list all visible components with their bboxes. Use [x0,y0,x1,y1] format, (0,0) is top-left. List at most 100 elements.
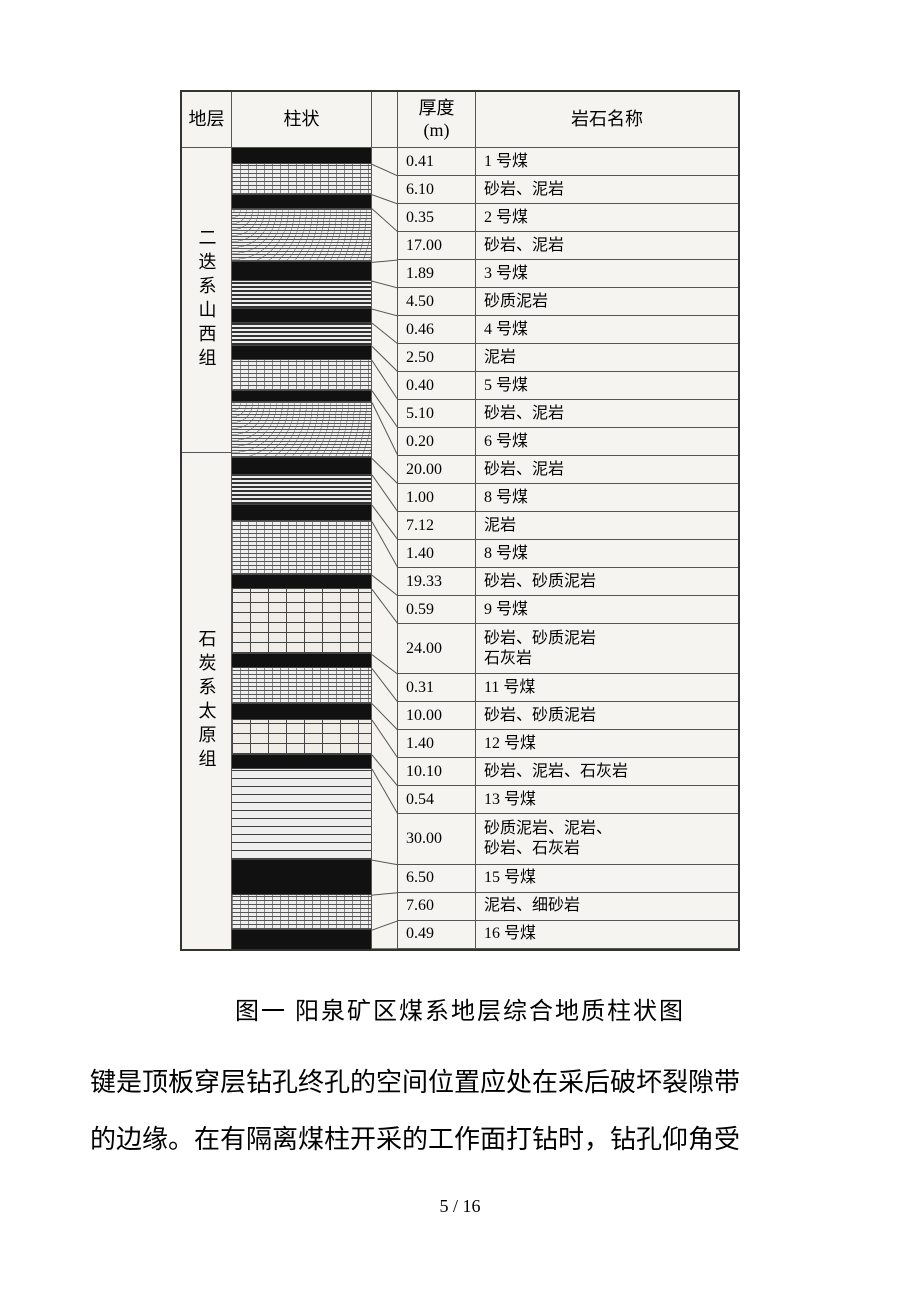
thickness-cell: 0.59 [398,596,475,624]
thickness-cell: 0.54 [398,786,475,814]
hdr-stratum: 地层 [182,92,231,148]
thickness-cell: 24.00 [398,624,475,674]
thickness-cell: 1.89 [398,260,475,288]
rockname-cell: 6 号煤 [476,428,738,456]
hdr-thickness: 厚度 (m) [398,92,475,148]
thickness-cell: 1.40 [398,730,475,758]
lith-block [232,209,371,263]
lith-block [232,720,371,755]
thickness-cell: 17.00 [398,232,475,260]
lith-block [232,668,371,703]
lith-block [232,262,371,281]
rockname-cell: 砂岩、泥岩 [476,456,738,484]
lith-block [232,309,371,323]
thickness-cell: 6.10 [398,176,475,204]
rockname-cell: 16 号煤 [476,921,738,949]
col-thickness: 厚度 (m) 0.416.100.3517.001.894.500.462.50… [398,92,476,949]
tie-lines [372,148,398,949]
rockname-cell: 5 号煤 [476,372,738,400]
rockname-cell: 砂岩、砂质泥岩 [476,568,738,596]
rockname-cell: 2 号煤 [476,204,738,232]
col-lithology: 柱状 [232,92,372,949]
thickness-cell: 5.10 [398,400,475,428]
lith-block [232,402,371,458]
body-text: 键是顶板穿层钻孔终孔的空间位置应处在采后破坏裂隙带 的边缘。在有隔离煤柱开采的工… [70,1054,850,1168]
thickness-cell: 6.50 [398,865,475,893]
thickness-cell: 4.50 [398,288,475,316]
rockname-cell: 4 号煤 [476,316,738,344]
thickness-cell: 0.20 [398,428,475,456]
rockname-cell: 砂岩、泥岩 [476,176,738,204]
thickness-cell: 0.31 [398,674,475,702]
rockname-cell: 12 号煤 [476,730,738,758]
rockname-cell: 11 号煤 [476,674,738,702]
thickness-cell: 20.00 [398,456,475,484]
lith-block [232,475,371,505]
col-rockname: 岩石名称 1 号煤砂岩、泥岩2 号煤砂岩、泥岩3 号煤砂质泥岩4 号煤泥岩5 号… [476,92,738,949]
thickness-cell: 7.12 [398,512,475,540]
stratum-group: 二迭系山西组 [182,148,231,453]
thickness-cell: 30.00 [398,814,475,864]
lith-block [232,654,371,668]
thickness-cell: 7.60 [398,893,475,921]
rockname-cell: 泥岩 [476,344,738,372]
body-line-1: 键是顶板穿层钻孔终孔的空间位置应处在采后破坏裂隙带 [90,1054,830,1111]
thickness-cell: 1.00 [398,484,475,512]
lith-block [232,164,371,194]
rockname-cell: 砂岩、泥岩 [476,400,738,428]
lith-block [232,930,371,949]
lith-block [232,195,371,209]
hdr-rockname: 岩石名称 [476,92,738,148]
thickness-cell: 0.41 [398,148,475,176]
thickness-cell: 0.40 [398,372,475,400]
rockname-cell: 砂岩、砂质泥岩 石灰岩 [476,624,738,674]
body-line-2: 的边缘。在有隔离煤柱开采的工作面打钻时，钻孔仰角受 [90,1111,830,1168]
rockname-cell: 泥岩、细砂岩 [476,893,738,921]
lith-block [232,704,371,720]
rockname-cell: 13 号煤 [476,786,738,814]
lith-block [232,458,371,474]
lith-block [232,505,371,521]
rockname-cell: 砂质泥岩、泥岩、 砂岩、石灰岩 [476,814,738,864]
lith-block [232,589,371,654]
thickness-cell: 0.35 [398,204,475,232]
hdr-thickness-label: 厚度 [419,98,455,120]
rockname-cell: 砂岩、泥岩 [476,232,738,260]
figure-caption: 图一 阳泉矿区煤系地层综合地质柱状图 [70,991,850,1026]
lith-block [232,360,371,390]
thickness-cell: 10.10 [398,758,475,786]
col-stratum: 地层 二迭系山西组石炭系太原组 [182,92,232,949]
lith-block [232,575,371,589]
rockname-cell: 1 号煤 [476,148,738,176]
thickness-cell: 19.33 [398,568,475,596]
thickness-cell: 1.40 [398,540,475,568]
stratum-group: 石炭系太原组 [182,453,231,949]
rockname-cell: 8 号煤 [476,484,738,512]
rockname-cell: 15 号煤 [476,865,738,893]
lith-block [232,755,371,769]
thickness-cell: 0.49 [398,921,475,949]
lith-block [232,281,371,309]
rockname-cell: 8 号煤 [476,540,738,568]
lith-block [232,860,371,895]
lith-block [232,769,371,860]
col-tie [372,92,398,949]
lith-block [232,346,371,360]
hdr-thickness-unit: (m) [424,120,450,142]
rockname-cell: 砂岩、砂质泥岩 [476,702,738,730]
rockname-cell: 砂质泥岩 [476,288,738,316]
hdr-lithology: 柱状 [232,92,371,148]
page-number: 5 / 16 [70,1196,850,1217]
lith-block [232,895,371,930]
rockname-cell: 9 号煤 [476,596,738,624]
geology-column-figure: 地层 二迭系山西组石炭系太原组 柱状 厚度 (m) 0.416.100.3517… [180,90,740,951]
rockname-cell: 3 号煤 [476,260,738,288]
hdr-tie [372,92,397,148]
thickness-cell: 10.00 [398,702,475,730]
thickness-cell: 2.50 [398,344,475,372]
lith-block [232,148,371,164]
lith-block [232,391,371,403]
lith-block [232,521,371,575]
thickness-cell: 0.46 [398,316,475,344]
rockname-cell: 砂岩、泥岩、石灰岩 [476,758,738,786]
